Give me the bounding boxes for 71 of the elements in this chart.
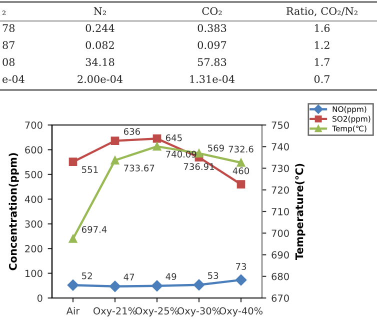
y2-tick-label: 750 [272,121,289,129]
data-label: 736.91 [184,163,214,170]
y-tick-label: 200 [25,245,42,252]
x-tick-label: Oxy-40% [219,307,263,316]
point [68,158,78,166]
point [110,136,120,145]
point [151,280,163,292]
x-tick-label: Oxy-30% [177,307,221,316]
y-tick-label: 400 [24,196,42,203]
text: 0.097 [198,41,226,50]
y2-tick-label: 670 [272,294,289,302]
point [235,274,247,286]
data-label: 47 [124,274,134,280]
text: CO₂ [202,7,222,16]
y2-tick-label: 680 [272,272,289,280]
y2-axis-title: Temperature(℃) [295,164,306,260]
text: 1.6 [314,24,330,32]
text: 1.2 [314,41,330,50]
text: 34.18 [86,58,114,66]
point [152,142,162,151]
data-label: 645 [166,134,182,142]
data-label: 460 [232,167,250,174]
y2-tick-label: 690 [272,251,289,259]
data-label: 73 [236,263,246,270]
text: ₂ [2,10,6,15]
data-label: 53 [208,272,218,279]
point [152,134,162,143]
data-label: 697.4 [82,226,107,233]
point [68,234,78,243]
text: 08 [2,58,15,66]
text: 0.7 [314,75,330,84]
text: 2.00e-04 [78,75,123,84]
text: 87 [2,41,14,50]
data-label: 732.6 [228,146,254,153]
y-tick-label: 700 [25,121,42,129]
y-tick-label: 0 [37,294,42,302]
point [193,279,205,291]
point [236,158,246,167]
point [110,156,120,164]
data-label: 52 [82,272,92,280]
y2-tick-label: 740 [272,143,289,150]
y-tick-label: 500 [25,170,42,178]
point [109,280,121,292]
x-tick-label: Air [66,307,80,314]
y2-tick-label: 720 [272,186,289,194]
y2-tick-label: 710 [272,208,289,216]
text: 78 [2,24,15,32]
data-label: 551 [82,166,98,173]
data-label: 636 [124,128,140,135]
y-axis-title: Concentration(ppm) [8,153,19,270]
point [236,180,246,188]
y-tick-label: 600 [25,146,42,154]
y2-tick-label: 700 [272,230,289,237]
text: 1.7 [314,58,330,66]
data-label: 569 [208,144,224,152]
text: N₂ [94,7,106,16]
text: 0.383 [198,24,226,32]
point [67,280,79,291]
text: 1.31e-04 [190,75,235,84]
text: 0.244 [86,24,114,32]
text: e-04 [2,75,24,84]
x-tick-label: Oxy-21% [93,307,137,316]
y2-tick-label: 730 [272,164,289,172]
data-label: 49 [166,273,176,280]
y-tick-label: 300 [25,220,42,228]
x-tick-label: Oxy-25% [135,307,179,316]
text: 57.83 [198,58,226,66]
data-label: 733.67 [124,164,154,172]
y-tick-label: 100 [25,270,42,278]
text: Ratio, CO₂/N₂ [286,7,358,16]
text: 0.082 [86,41,114,50]
